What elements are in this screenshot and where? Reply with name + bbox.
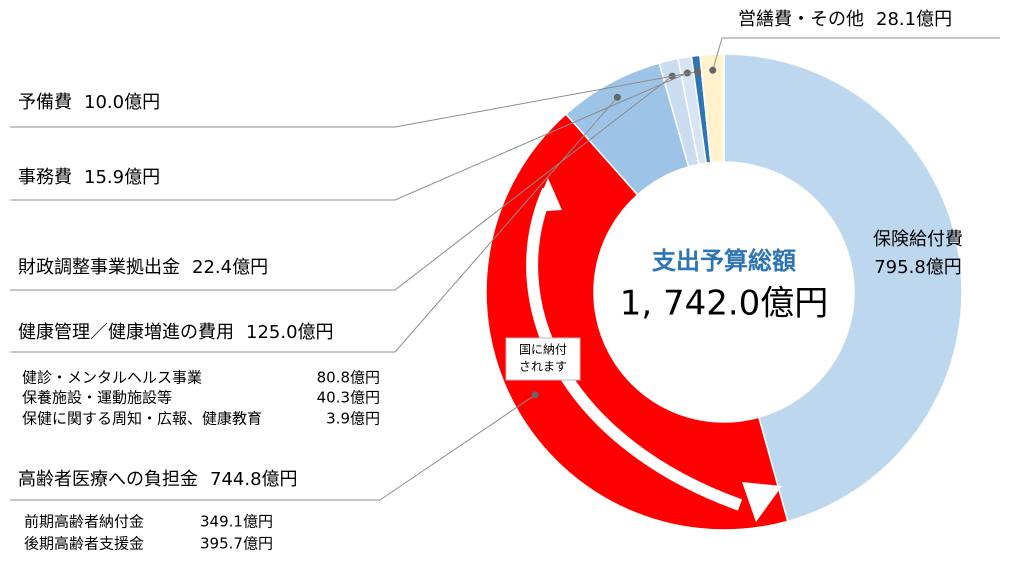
breakdown-value: 3.9億円 [326,410,380,428]
annotation: されます [519,360,567,374]
leader-line [712,37,1000,71]
slice-label: 高齢者医療への負担金 744.8億円 [18,469,298,490]
slice [723,53,963,523]
center-total: 1, 742.0億円 [620,284,829,324]
category: 営繕費・その他 [738,9,864,30]
category: 事務費 [18,167,72,188]
leader-line [10,394,536,501]
center-title: 支出予算総額 [652,247,796,275]
annotation-box [505,337,581,381]
slice-label: 財政調整事業拠出金 22.4億円 [18,257,268,278]
leader-dot [613,93,621,101]
breakdown-value: 349.1億円 [200,513,273,531]
breakdown-name: 健診・メンタルヘルス事業 [22,369,202,387]
value-label: 15.9億円 [84,167,160,188]
leader-line [10,71,698,128]
breakdown-value: 40.3億円 [317,389,380,407]
breakdown-name: 前期高齢者納付金 [24,513,144,531]
leader-dot [531,391,539,399]
slice [699,53,725,164]
slice-label: 事務費 15.9億円 [18,167,160,188]
breakdown-value: 395.7億円 [200,535,273,553]
category: 高齢者医療への負担金 [18,469,198,490]
leader-line [10,96,618,353]
leader-line [10,75,673,291]
breakdown-name: 保養施設・運動施設等 [22,389,172,407]
slice [485,113,789,531]
arrow-head [534,178,562,212]
value-label: 744.8億円 [210,469,298,490]
breakdown-name: 保健に関する周知・広報、健康教育 [22,410,262,428]
breakdown-value: 80.8億円 [317,369,380,387]
value-label: 28.1億円 [876,9,952,30]
category: 予備費 [18,92,72,113]
arrow-head [742,482,782,522]
leader-dot [694,68,702,76]
leader-line [10,72,688,201]
value-label: 10.0億円 [84,92,160,113]
slices [485,53,963,531]
slice-label: 健康管理／健康増進の費用 125.0億円 [18,322,334,343]
annotation: 国に納付 [519,343,567,357]
leader-dot [709,66,717,74]
value-label: 125.0億円 [246,322,334,343]
value-label: 22.4億円 [192,257,268,278]
slice-label: 予備費 10.0億円 [18,92,160,113]
category: 健康管理／健康増進の費用 [18,322,234,343]
slice-value: 795.8億円 [874,257,962,278]
category: 財政調整事業拠出金 [18,257,180,278]
slice-label: 営繕費・その他 28.1億円 [738,9,952,30]
breakdown-name: 後期高齢者支援金 [24,535,144,553]
slice-label: 保険給付費 [873,229,963,250]
